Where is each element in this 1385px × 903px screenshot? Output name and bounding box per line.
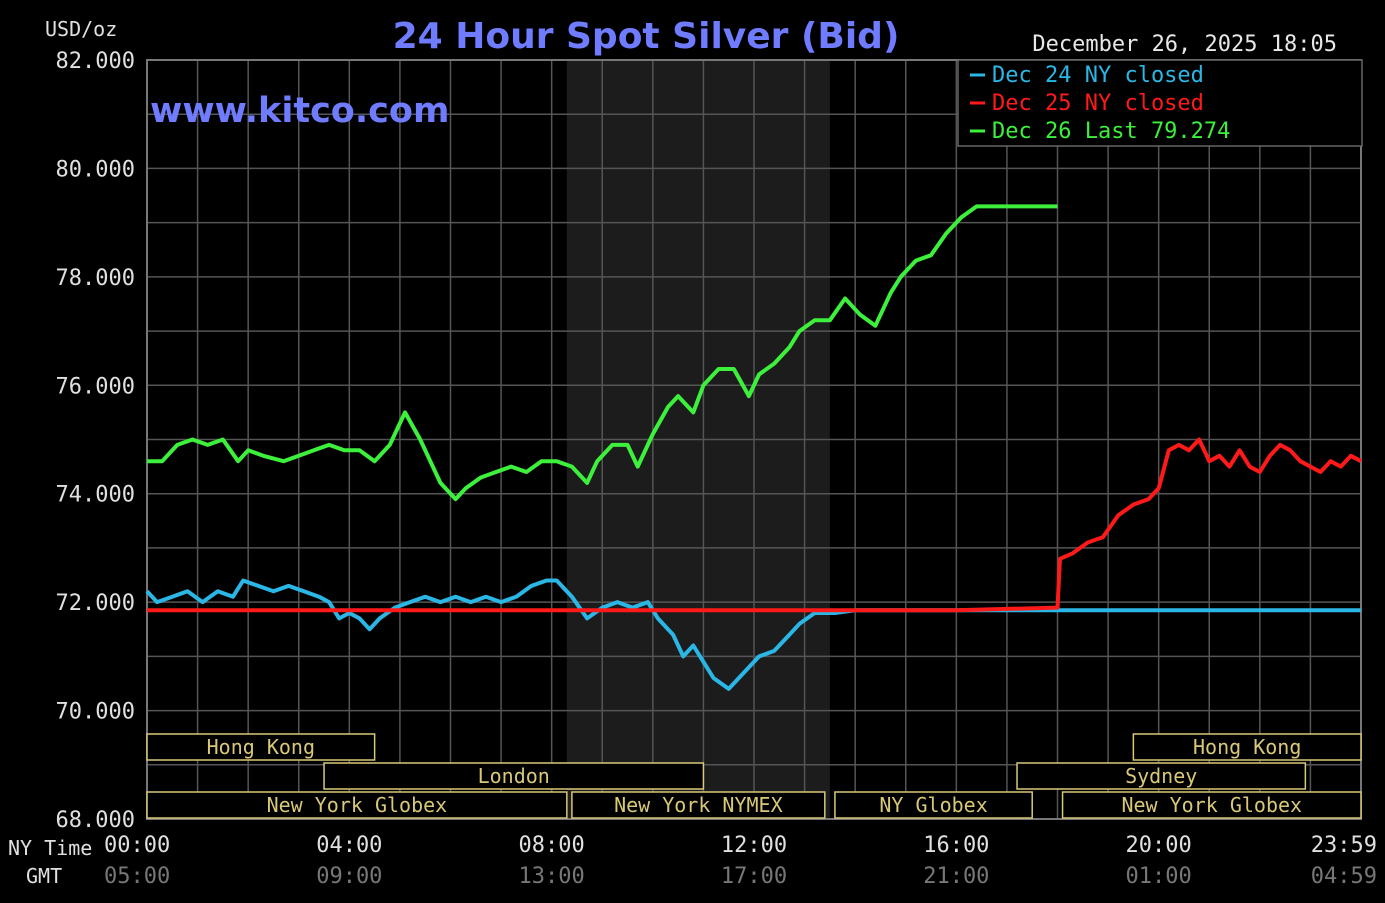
x-tick-label-ny: 20:00 — [1126, 833, 1192, 858]
x-tick-label-gmt: 09:00 — [316, 864, 382, 889]
session-label: NY Globex — [879, 793, 987, 817]
session-box: London — [323, 762, 705, 790]
session-label: London — [478, 764, 550, 788]
x-tick-label-ny: 04:00 — [316, 833, 382, 858]
session-label: Hong Kong — [1193, 735, 1301, 759]
x-tick-label-ny: 08:00 — [519, 833, 585, 858]
gmt-row-label: GMT — [26, 864, 62, 888]
session-box-frame — [834, 791, 1033, 819]
y-tick-label: 82.000 — [56, 49, 135, 74]
x-tick-label-gmt: 17:00 — [721, 864, 787, 889]
session-label: Hong Kong — [207, 735, 315, 759]
session-box-frame — [146, 733, 376, 761]
series-line-2 — [147, 437, 1362, 613]
legend-box — [957, 59, 1363, 147]
session-box-frame — [146, 791, 568, 819]
legend-entry: Dec 24 NY closed — [992, 63, 1204, 88]
session-box: New York Globex — [146, 791, 568, 819]
session-box: NY Globex — [834, 791, 1033, 819]
x-tick-label-ny: 23:59 — [1311, 833, 1377, 858]
session-box-frame — [571, 791, 826, 819]
session-box: Hong Kong — [1132, 733, 1362, 761]
chart-title: 24 Hour Spot Silver (Bid) — [393, 16, 900, 57]
y-tick-label: 72.000 — [56, 591, 135, 616]
session-label: New York Globex — [1121, 793, 1302, 817]
session-box-frame — [1132, 733, 1362, 761]
x-tick-label-gmt: 21:00 — [923, 864, 989, 889]
x-tick-label-gmt: 01:00 — [1126, 864, 1192, 889]
x-tick-label-ny: 00:00 — [104, 833, 170, 858]
y-tick-label: 76.000 — [56, 374, 135, 399]
ny-time-row-label: NY Time — [8, 836, 92, 860]
x-tick-label-gmt: 05:00 — [104, 864, 170, 889]
session-box: Hong Kong — [146, 733, 376, 761]
session-box: New York NYMEX — [571, 791, 826, 819]
legend: Dec 24 NY closed Dec 25 NY closed Dec 26 L… — [957, 59, 1363, 147]
session-box-frame — [1016, 762, 1307, 790]
y-tick-label: 78.000 — [56, 266, 135, 291]
session-label: New York Globex — [267, 793, 448, 817]
legend-entry: Dec 25 NY closed — [992, 91, 1204, 116]
x-tick-label-gmt: 04:59 — [1311, 864, 1377, 889]
session-label: New York NYMEX — [614, 793, 783, 817]
y-tick-label: 74.000 — [56, 483, 135, 508]
unit-label: USD/oz — [45, 17, 117, 41]
session-box: Sydney — [1016, 762, 1307, 790]
y-tick-label: 68.000 — [56, 808, 135, 833]
series-line-3 — [147, 204, 1058, 502]
x-tick-label-gmt: 13:00 — [519, 864, 585, 889]
x-tick-label-ny: 16:00 — [923, 833, 989, 858]
timestamp: December 26, 2025 18:05 — [1032, 32, 1337, 57]
session-box-frame — [1061, 791, 1362, 819]
session-label: Sydney — [1125, 764, 1197, 788]
session-box: New York Globex — [1061, 791, 1362, 819]
legend-entry: Dec 26 Last 79.274 — [992, 119, 1230, 144]
session-box-frame — [323, 762, 705, 790]
watermark-url: www.kitco.com — [150, 91, 449, 131]
plot-frame — [146, 59, 1362, 820]
y-tick-label: 80.000 — [56, 157, 135, 182]
y-tick-label: 70.000 — [56, 700, 135, 725]
series-line-1 — [145, 578, 1361, 691]
x-tick-label-ny: 12:00 — [721, 833, 787, 858]
